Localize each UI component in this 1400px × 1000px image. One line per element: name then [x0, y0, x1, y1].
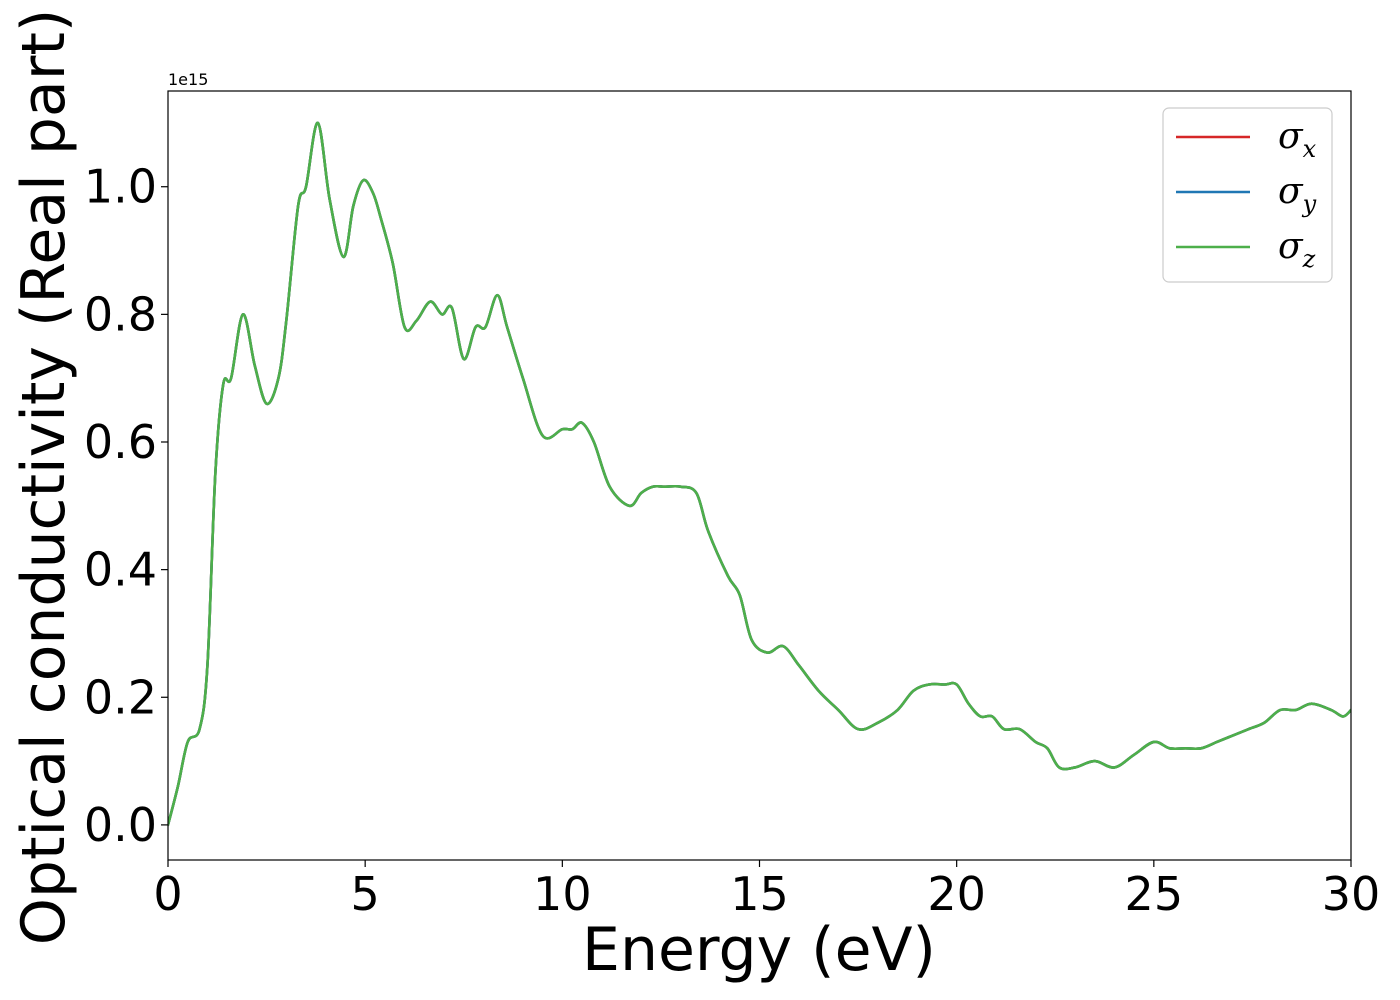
legend-box: [1162, 107, 1333, 283]
x-axis: 0 5 10 15 20 25 30: [153, 860, 1380, 921]
y-tick-label: 0.2: [84, 670, 157, 724]
y-axis: 0.0 0.2 0.4 0.6 0.8 1.0: [84, 160, 168, 852]
series-line-sigma-z: [168, 121, 1351, 827]
legend-subscript: y: [1302, 190, 1317, 218]
y-axis-title: Optical conductivity (Real part): [9, 9, 79, 946]
x-tick-label: 25: [1125, 867, 1184, 921]
legend-symbol: σ: [1278, 116, 1304, 157]
y-tick-label: 0.0: [84, 798, 157, 852]
x-tick-label: 0: [153, 867, 182, 921]
legend-symbol: σ: [1278, 171, 1304, 212]
series-group: [168, 121, 1351, 827]
y-tick-label: 0.4: [84, 543, 157, 597]
legend-label-sigma-y: σy: [1278, 171, 1317, 218]
y-tick-label: 1.0: [84, 160, 157, 214]
x-tick-label: 10: [533, 867, 592, 921]
legend-label-sigma-z: σz: [1278, 226, 1316, 273]
x-tick-label: 30: [1322, 867, 1381, 921]
x-tick-label: 5: [351, 867, 380, 921]
x-axis-title: Energy (eV): [582, 915, 936, 985]
legend-symbol: σ: [1278, 226, 1304, 267]
legend-subscript: z: [1302, 245, 1316, 273]
x-tick-label: 15: [730, 867, 789, 921]
y-offset-label: 1e15: [168, 70, 208, 89]
y-tick-label: 0.6: [84, 415, 157, 469]
x-tick-label: 20: [927, 867, 986, 921]
legend-subscript: x: [1303, 135, 1317, 163]
legend-label-sigma-x: σx: [1278, 116, 1317, 163]
y-tick-label: 0.8: [84, 287, 157, 341]
